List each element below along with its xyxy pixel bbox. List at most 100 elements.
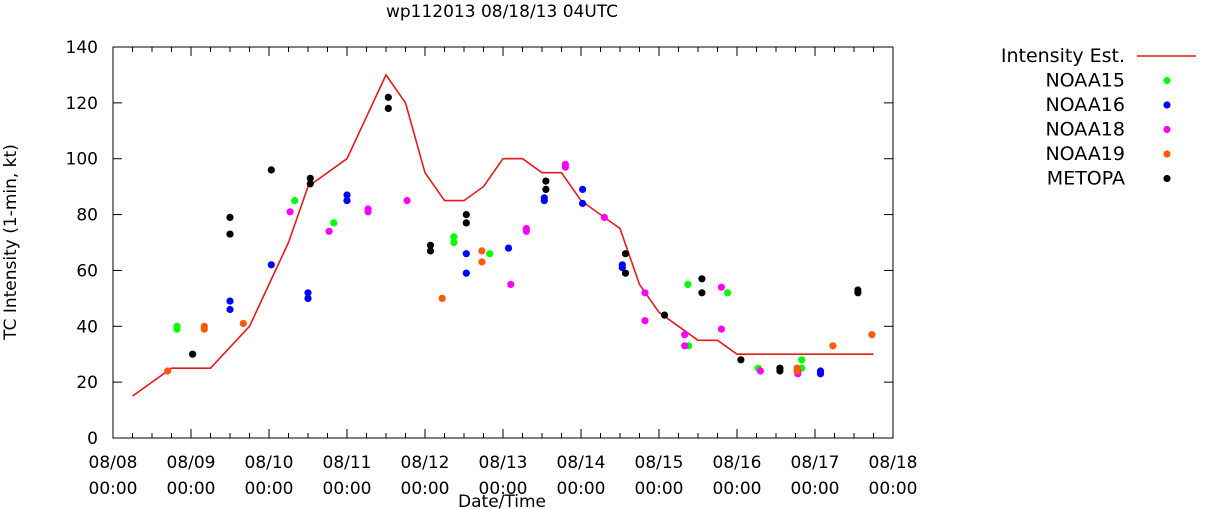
point-noaa16: [504, 244, 513, 252]
legend-label: Intensity Est.: [1001, 45, 1125, 67]
y-tick-label: 140: [66, 38, 98, 58]
x-tick-label-date: 08/11: [323, 453, 372, 473]
point-noaa18: [681, 342, 689, 350]
point-noaa18: [717, 325, 726, 333]
point-noaa18: [756, 367, 765, 375]
point-noaa18: [507, 280, 515, 288]
point-noaa19: [200, 325, 208, 333]
x-axis: 08/08 00:00 08/09 00:00 08/10 00:00 08/11 00:00…: [89, 47, 918, 499]
plot-area-frame: [112, 46, 894, 439]
x-tick-label-date: 08/10: [245, 453, 294, 473]
x-tick-label-date: 08/09: [167, 453, 216, 473]
x-tick-label-date: 08/17: [791, 453, 840, 473]
x-tick-label-date: 08/14: [557, 453, 606, 473]
point-metopa: [698, 289, 706, 297]
point-noaa16: [267, 261, 275, 269]
point-metopa: [621, 250, 630, 258]
legend-dot-swatch: [1163, 150, 1171, 158]
x-axis-label: Date/Time: [458, 492, 546, 509]
x-tick-label-time: 00:00: [167, 479, 216, 499]
point-noaa16: [226, 297, 234, 305]
point-metopa: [462, 219, 470, 227]
point-noaa15: [724, 289, 732, 297]
point-metopa: [306, 180, 314, 188]
point-metopa: [462, 211, 470, 219]
legend-dot-swatch: [1163, 125, 1171, 134]
point-metopa: [854, 289, 862, 297]
point-metopa: [621, 269, 630, 277]
legend-dot-swatch: [1163, 76, 1171, 85]
y-tick-label: 40: [76, 317, 98, 337]
point-noaa16: [304, 294, 312, 302]
point-noaa18: [561, 163, 570, 171]
point-metopa: [660, 311, 669, 319]
x-tick-label-date: 08/12: [401, 453, 450, 473]
point-noaa16: [343, 191, 351, 199]
point-noaa18: [681, 331, 689, 339]
point-noaa18: [600, 213, 609, 221]
x-tick-label-time: 00:00: [791, 479, 840, 499]
point-metopa: [189, 350, 197, 358]
point-noaa16: [226, 305, 234, 314]
point-metopa: [306, 174, 314, 182]
point-noaa19: [829, 342, 837, 350]
x-tick-label-time: 00:00: [245, 479, 294, 499]
legend-label: NOAA16: [1045, 94, 1125, 116]
legend-label: NOAA19: [1045, 143, 1125, 165]
legend-dot-swatch: [1163, 101, 1171, 109]
x-tick-label-time: 00:00: [713, 479, 762, 499]
point-noaa15: [684, 280, 692, 288]
point-noaa15: [486, 250, 494, 258]
point-noaa18: [641, 317, 649, 325]
point-noaa18: [522, 227, 531, 235]
point-metopa: [737, 356, 745, 364]
y-tick-label: 120: [66, 94, 98, 114]
point-noaa18: [286, 208, 294, 216]
point-noaa19: [868, 331, 876, 339]
x-tick-label-time: 00:00: [323, 479, 372, 499]
point-noaa19: [438, 294, 446, 302]
x-tick-label-date: 08/13: [479, 453, 528, 473]
point-metopa: [384, 93, 392, 101]
point-metopa: [542, 185, 550, 193]
point-noaa19: [239, 319, 247, 328]
point-noaa19: [478, 258, 486, 266]
point-noaa15: [798, 356, 806, 364]
point-noaa18: [403, 197, 411, 205]
point-noaa16: [579, 199, 587, 207]
point-noaa15: [330, 219, 338, 227]
point-noaa18: [641, 289, 649, 297]
point-metopa: [384, 104, 392, 112]
point-noaa16: [343, 197, 351, 205]
x-tick-label-time: 00:00: [401, 479, 450, 499]
y-tick-label: 20: [76, 373, 98, 393]
x-tick-label-date: 08/18: [869, 453, 918, 473]
point-noaa15: [450, 238, 458, 247]
point-metopa: [226, 230, 234, 238]
point-noaa18: [325, 227, 333, 235]
point-metopa: [542, 177, 550, 185]
y-tick-label: 0: [87, 429, 98, 449]
x-tick-label-date: 08/16: [713, 453, 762, 473]
legend-dot-swatch: [1163, 174, 1171, 183]
point-noaa16: [462, 250, 470, 258]
point-metopa: [698, 275, 706, 283]
point-metopa: [776, 367, 784, 375]
x-tick-label-time: 00:00: [89, 479, 138, 499]
x-tick-label-time: 00:00: [635, 479, 684, 499]
y-axis-label: TC Intensity (1-min, kt): [1, 144, 21, 341]
point-noaa18: [364, 208, 372, 216]
x-tick-label-date: 08/08: [89, 453, 138, 473]
point-noaa16: [304, 289, 312, 297]
legend-label: NOAA15: [1045, 70, 1125, 92]
y-axis: 0 20 40 60 80 100 120 140: [66, 38, 893, 449]
point-noaa16: [462, 269, 470, 277]
point-noaa16: [540, 197, 548, 205]
point-metopa: [226, 213, 234, 221]
x-tick-label-date: 08/15: [635, 453, 684, 473]
point-metopa: [426, 241, 435, 249]
legend-label: METOPA: [1047, 168, 1125, 190]
point-noaa18: [717, 283, 726, 291]
